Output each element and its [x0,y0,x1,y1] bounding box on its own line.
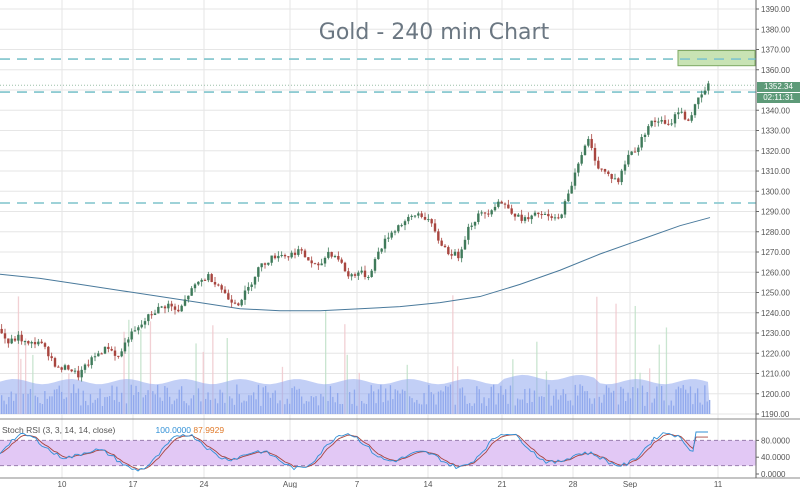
svg-text:7: 7 [355,480,360,488]
stoch-k-line [0,431,708,472]
svg-text:14: 14 [424,480,433,488]
stoch-k-value: 100.0000 [155,425,191,435]
volume-bars [0,295,711,414]
svg-text:1270.00: 1270.00 [761,248,790,257]
svg-text:1210.00: 1210.00 [761,370,790,379]
svg-text:1390.00: 1390.00 [761,5,790,14]
price-axis[interactable]: 1390.00 1380.00 1370.00 1360.00 1340.00 1330.… [755,0,790,479]
svg-text:1190.00: 1190.00 [761,410,790,419]
svg-text:1380.00: 1380.00 [761,25,790,34]
svg-text:11: 11 [714,480,723,488]
svg-text:1320.00: 1320.00 [761,147,790,156]
svg-text:80.0000: 80.0000 [761,436,790,445]
svg-text:28: 28 [569,480,578,488]
svg-text:1230.00: 1230.00 [761,329,790,338]
time-axis[interactable]: 10 17 24 Aug 7 14 21 28 Sep 11 [58,480,723,488]
svg-text:1370.00: 1370.00 [761,46,790,55]
svg-text:24: 24 [200,480,209,488]
svg-text:17: 17 [129,480,138,488]
target-zone-box[interactable] [677,50,756,67]
countdown-tag: 02:11:31 [757,93,800,103]
stoch-d-value: 87.9929 [193,425,225,435]
svg-text:0.0000: 0.0000 [761,470,786,479]
svg-text:1290.00: 1290.00 [761,208,790,217]
svg-text:1310.00: 1310.00 [761,167,790,176]
svg-text:40.0000: 40.0000 [761,453,790,462]
svg-text:10: 10 [58,480,67,488]
svg-text:1220.00: 1220.00 [761,349,790,358]
stoch-rsi-label: Stoch RSI (3, 3, 14, 14, close) [2,425,116,435]
svg-text:1360.00: 1360.00 [761,66,790,75]
svg-text:Aug: Aug [283,480,297,488]
svg-text:1300.00: 1300.00 [761,187,790,196]
svg-text:1250.00: 1250.00 [761,289,790,298]
svg-text:1330.00: 1330.00 [761,127,790,136]
last-price-tag: 1352.34 [757,82,800,92]
stoch-rsi-panel [0,431,756,472]
candlesticks [0,80,710,382]
svg-text:1280.00: 1280.00 [761,228,790,237]
moving-average-line [0,217,711,312]
stoch-rsi-legend: Stoch RSI (3, 3, 14, 14, close) 100.0000… [2,425,224,435]
svg-text:1240.00: 1240.00 [761,309,790,318]
svg-text:1200.00: 1200.00 [761,390,790,399]
svg-text:21: 21 [498,480,507,488]
svg-text:Sep: Sep [623,480,638,488]
svg-text:1260.00: 1260.00 [761,268,790,277]
svg-text:1340.00: 1340.00 [761,106,790,115]
